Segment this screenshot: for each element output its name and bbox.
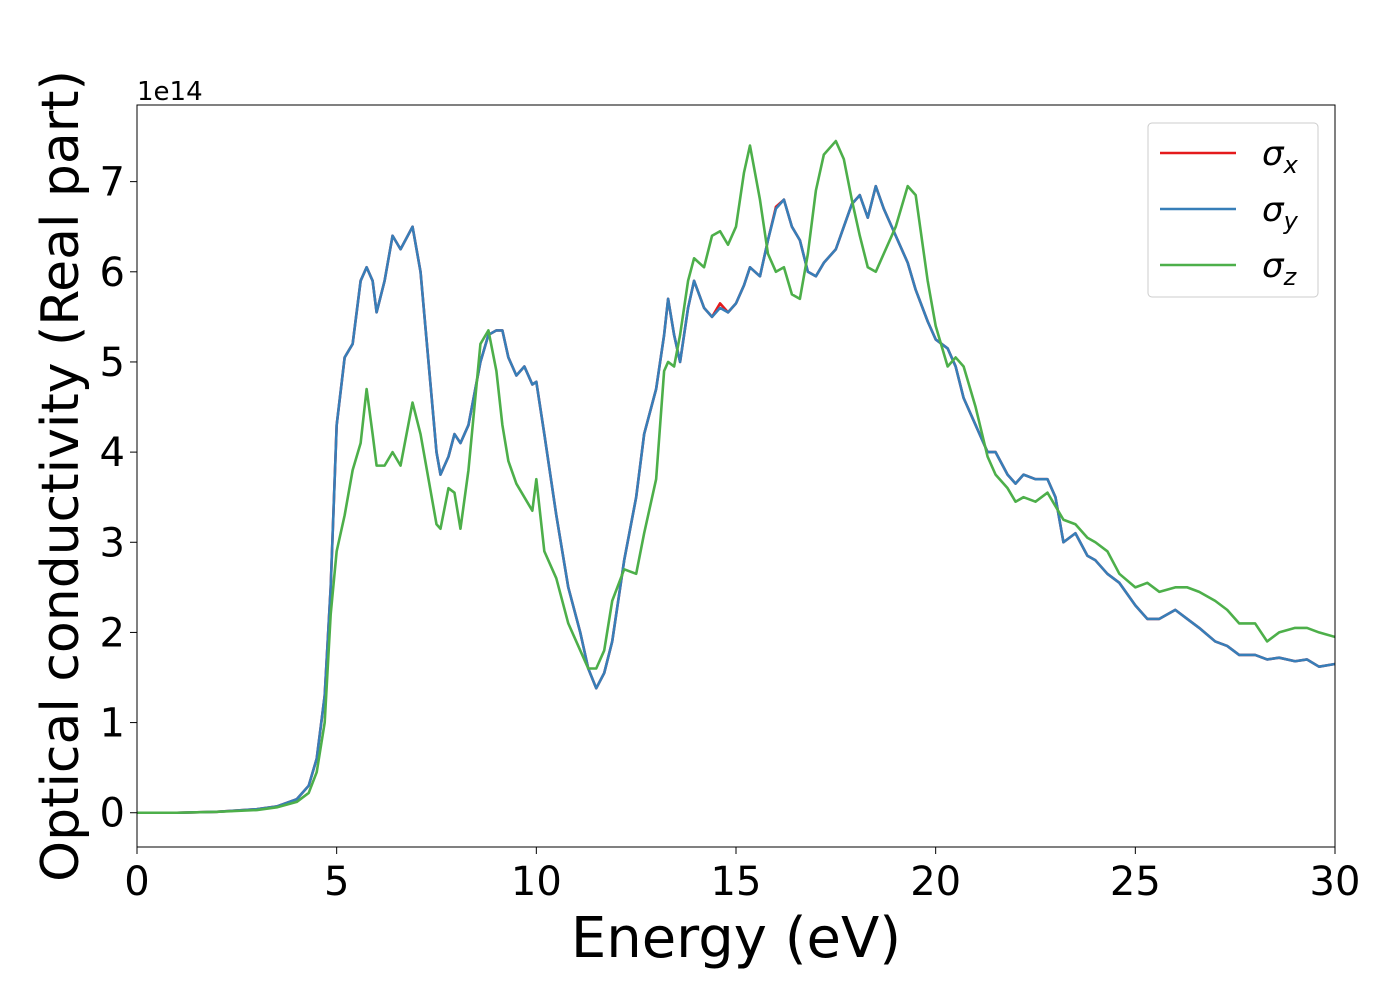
y-tick-label: 5 — [100, 340, 125, 386]
x-tick-label: 20 — [910, 859, 961, 905]
y-tick-label: 2 — [100, 610, 125, 656]
x-tick-label: 0 — [124, 859, 149, 905]
x-axis-title: Energy (eV) — [571, 906, 901, 971]
x-tick-label: 10 — [511, 859, 562, 905]
legend-label: σy — [1262, 190, 1299, 235]
y-tick-label: 0 — [100, 791, 125, 837]
y-tick-label: 6 — [100, 250, 125, 296]
series-line — [137, 139, 1335, 815]
y-tick-label: 4 — [100, 430, 125, 476]
y-tick-label: 7 — [100, 160, 125, 206]
x-tick-label: 15 — [711, 859, 762, 905]
x-tick-label: 5 — [324, 859, 349, 905]
y-axis-title: Optical conductivity (Real part) — [31, 70, 91, 882]
x-tick-label: 30 — [1310, 859, 1361, 905]
legend-label: σx — [1262, 134, 1299, 179]
legend-label: σz — [1262, 246, 1298, 291]
y-tick-label: 1 — [100, 701, 125, 747]
x-tick-label: 25 — [1110, 859, 1161, 905]
plot-frame — [136, 104, 1336, 848]
series-line — [137, 184, 1335, 815]
y-tick-label: 3 — [100, 520, 125, 566]
y-offset-label: 1e14 — [137, 77, 203, 107]
